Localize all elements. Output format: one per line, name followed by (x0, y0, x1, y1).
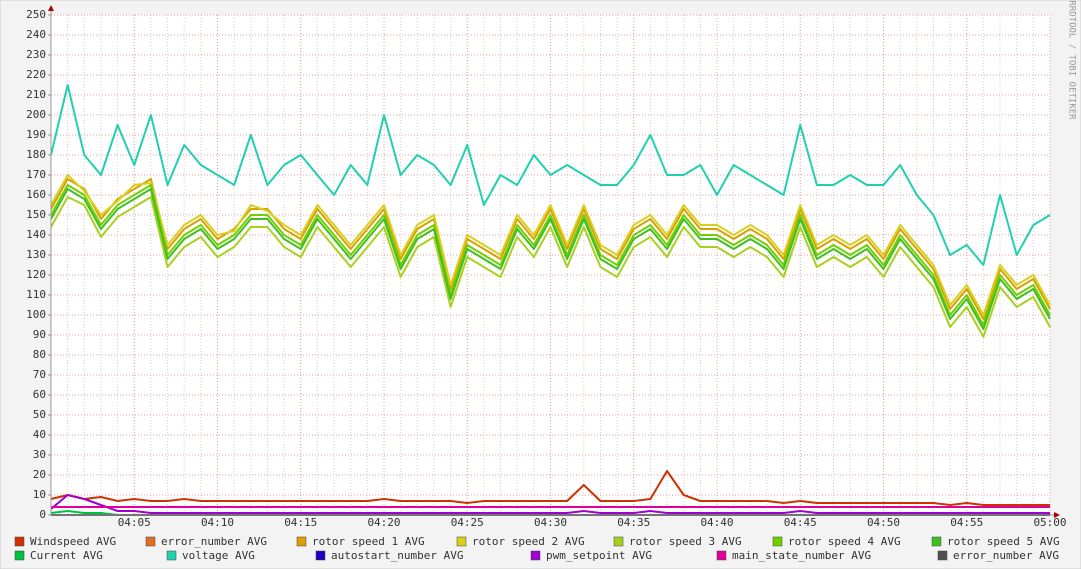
legend-label: Current AVG (30, 549, 103, 562)
legend-swatch (931, 536, 942, 547)
legend-label: Windspeed AVG (30, 535, 116, 548)
legend-swatch (166, 550, 177, 561)
y-tick-label: 90 (33, 328, 46, 341)
legend-label: autostart_number AVG (331, 549, 463, 562)
watermark: RRDTOOL / TOBI OETIKER (1067, 0, 1077, 120)
legend-swatch (315, 550, 326, 561)
x-tick-label: 04:10 (201, 516, 234, 529)
legend-swatch (14, 536, 25, 547)
series-line (50, 84, 1051, 266)
y-tick-label: 160 (26, 188, 46, 201)
series-line (50, 184, 1051, 326)
y-tick-label: 30 (33, 448, 46, 461)
y-tick-label: 0 (39, 508, 46, 521)
y-tick-label: 80 (33, 348, 46, 361)
legend-swatch (456, 536, 467, 547)
y-tick-label: 60 (33, 388, 46, 401)
y-tick-label: 190 (26, 128, 46, 141)
y-tick-label: 150 (26, 208, 46, 221)
legend-label: voltage AVG (182, 549, 255, 562)
y-tick-label: 230 (26, 48, 46, 61)
y-tick-label: 220 (26, 68, 46, 81)
y-tick-label: 10 (33, 488, 46, 501)
y-tick-label: 180 (26, 148, 46, 161)
legend-swatch (613, 536, 624, 547)
legend-label: main_state_number AVG (732, 549, 871, 562)
y-tick-label: 210 (26, 88, 46, 101)
legend-label: pwm_setpoint AVG (546, 549, 652, 562)
legend-swatch (145, 536, 156, 547)
y-tick-label: 110 (26, 288, 46, 301)
series-line (50, 470, 1050, 506)
legend-label: rotor speed 4 AVG (788, 535, 901, 548)
y-tick-label: 200 (26, 108, 46, 121)
legend-label: rotor speed 5 AVG (947, 535, 1060, 548)
series-line (50, 174, 1051, 316)
legend-swatch (772, 536, 783, 547)
legend-swatch (14, 550, 25, 561)
legend-swatch (937, 550, 948, 561)
y-tick-label: 120 (26, 268, 46, 281)
x-tick-label: 04:05 (118, 516, 151, 529)
x-tick-label: 04:55 (950, 516, 983, 529)
y-tick-label: 170 (26, 168, 46, 181)
legend-label: rotor speed 2 AVG (472, 535, 585, 548)
y-tick-label: 70 (33, 368, 46, 381)
x-tick-label: 04:50 (867, 516, 900, 529)
legend-label: error_number AVG (953, 549, 1059, 562)
legend-swatch (530, 550, 541, 561)
x-tick-label: 05:00 (1033, 516, 1066, 529)
y-tick-label: 20 (33, 468, 46, 481)
series-line (50, 196, 1051, 338)
y-tick-label: 240 (26, 28, 46, 41)
y-tick-label: 100 (26, 308, 46, 321)
legend-label: rotor speed 3 AVG (629, 535, 742, 548)
legend-label: rotor speed 1 AVG (312, 535, 425, 548)
x-tick-label: 04:25 (451, 516, 484, 529)
legend-label: error_number AVG (161, 535, 267, 548)
x-tick-label: 04:45 (784, 516, 817, 529)
y-tick-label: 140 (26, 228, 46, 241)
series-line (50, 188, 1051, 330)
legend-swatch (296, 536, 307, 547)
x-tick-label: 04:20 (367, 516, 400, 529)
y-tick-label: 130 (26, 248, 46, 261)
x-tick-label: 04:40 (700, 516, 733, 529)
series-line (50, 494, 1050, 514)
y-tick-label: 50 (33, 408, 46, 421)
y-tick-label: 250 (26, 8, 46, 21)
x-tick-label: 04:30 (534, 516, 567, 529)
y-tick-label: 40 (33, 428, 46, 441)
series-line (50, 178, 1051, 320)
x-tick-label: 04:15 (284, 516, 317, 529)
x-tick-label: 04:35 (617, 516, 650, 529)
legend-swatch (716, 550, 727, 561)
